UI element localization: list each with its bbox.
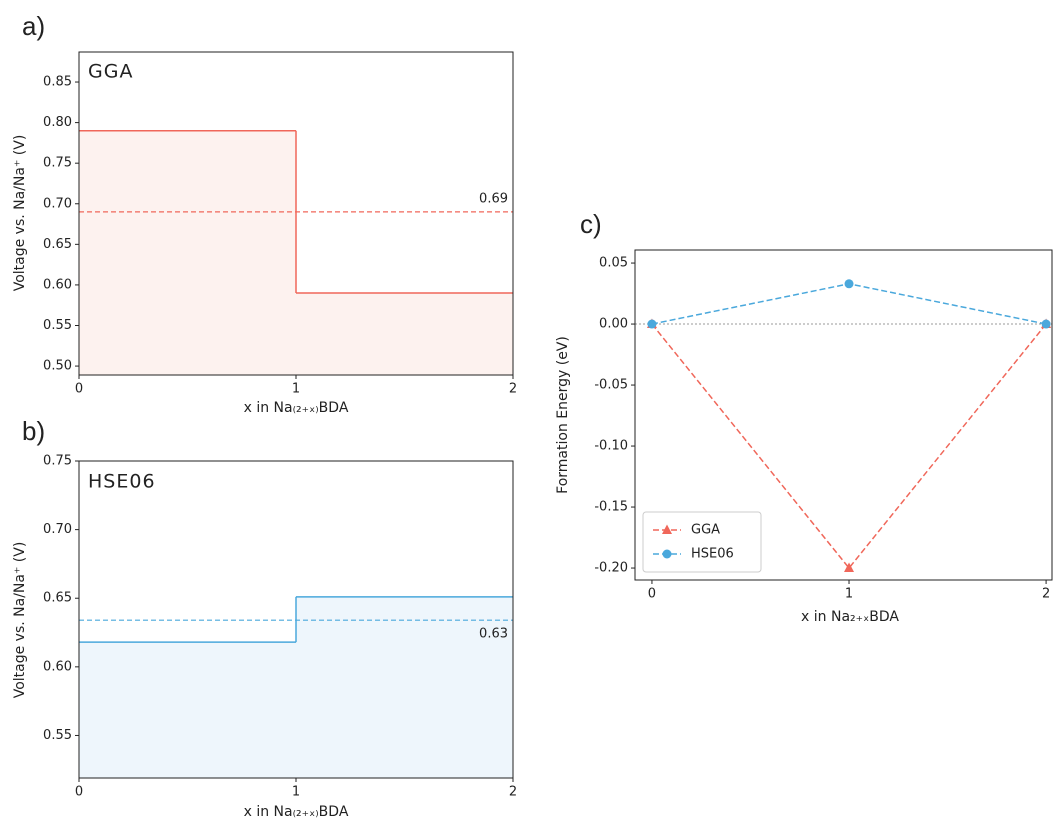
x-tick-label: 1 [845, 587, 853, 602]
y-tick-label: 0.05 [599, 256, 628, 271]
y-tick-label: -0.15 [594, 500, 628, 515]
y-tick-label: 0.75 [43, 156, 72, 171]
y-tick-label: 0.85 [43, 75, 72, 90]
y-tick-label: 0.70 [43, 196, 72, 211]
x-tick-label: 0 [648, 587, 656, 602]
data-point [844, 279, 854, 289]
step-fill [79, 130, 296, 375]
x-tick-label: 1 [292, 382, 300, 397]
y-tick-label: 0.55 [43, 728, 72, 743]
legend-label: HSE06 [691, 547, 734, 562]
step-fill [296, 596, 513, 778]
x-tick-label: 2 [509, 785, 517, 800]
y-tick-label: -0.05 [594, 378, 628, 393]
legend-marker [662, 524, 672, 534]
plot-frame [634, 249, 1053, 581]
legend: GGA HSE06 [642, 511, 762, 573]
series-label: HSE06 [88, 471, 156, 493]
y-tick-label: -0.20 [594, 561, 628, 576]
x-tick-label: 0 [75, 785, 83, 800]
y-tick-label: 0.65 [43, 591, 72, 606]
series-line [651, 323, 1047, 570]
panel-label: c) [580, 209, 602, 239]
y-tick-label: 0.60 [43, 277, 72, 292]
x-axis-label: x in Na₍₂₊ₓ₎BDA [244, 400, 349, 416]
y-axis-label: Voltage vs. Na/Na⁺ (V) [12, 542, 28, 699]
x-tick-label: 2 [509, 382, 517, 397]
x-axis-label: x in Na₂₊ₓBDA [801, 609, 899, 625]
y-axis-label: Formation Energy (eV) [555, 336, 571, 494]
x-tick-label: 0 [75, 382, 83, 397]
legend-label: GGA [691, 523, 720, 538]
y-tick-label: 0.70 [43, 522, 72, 537]
x-tick-label: 1 [292, 785, 300, 800]
data-point [1041, 319, 1051, 329]
y-tick-label: 0.65 [43, 237, 72, 252]
data-point [647, 319, 657, 329]
mean-label: 0.63 [479, 627, 508, 642]
series-line [651, 283, 1047, 325]
legend-marker [662, 549, 672, 559]
y-tick-label: -0.10 [594, 439, 628, 454]
data-point [844, 562, 855, 573]
y-tick-label: 0.80 [43, 115, 72, 130]
legend-frame [642, 511, 762, 573]
step-fill [296, 293, 513, 375]
y-tick-label: 0.75 [43, 454, 72, 469]
y-tick-label: 0.60 [43, 659, 72, 674]
panel-label: b) [22, 416, 45, 446]
y-tick-label: 0.55 [43, 318, 72, 333]
panel-label: a) [22, 11, 45, 41]
step-fill [79, 642, 296, 778]
y-tick-label: 0.50 [43, 359, 72, 374]
series-label: GGA [88, 61, 133, 83]
mean-label: 0.69 [479, 191, 508, 206]
y-axis-label: Voltage vs. Na/Na⁺ (V) [12, 135, 28, 292]
y-tick-label: 0.00 [599, 317, 628, 332]
x-axis-label: x in Na₍₂₊ₓ₎BDA [244, 804, 349, 820]
x-tick-label: 2 [1042, 587, 1050, 602]
